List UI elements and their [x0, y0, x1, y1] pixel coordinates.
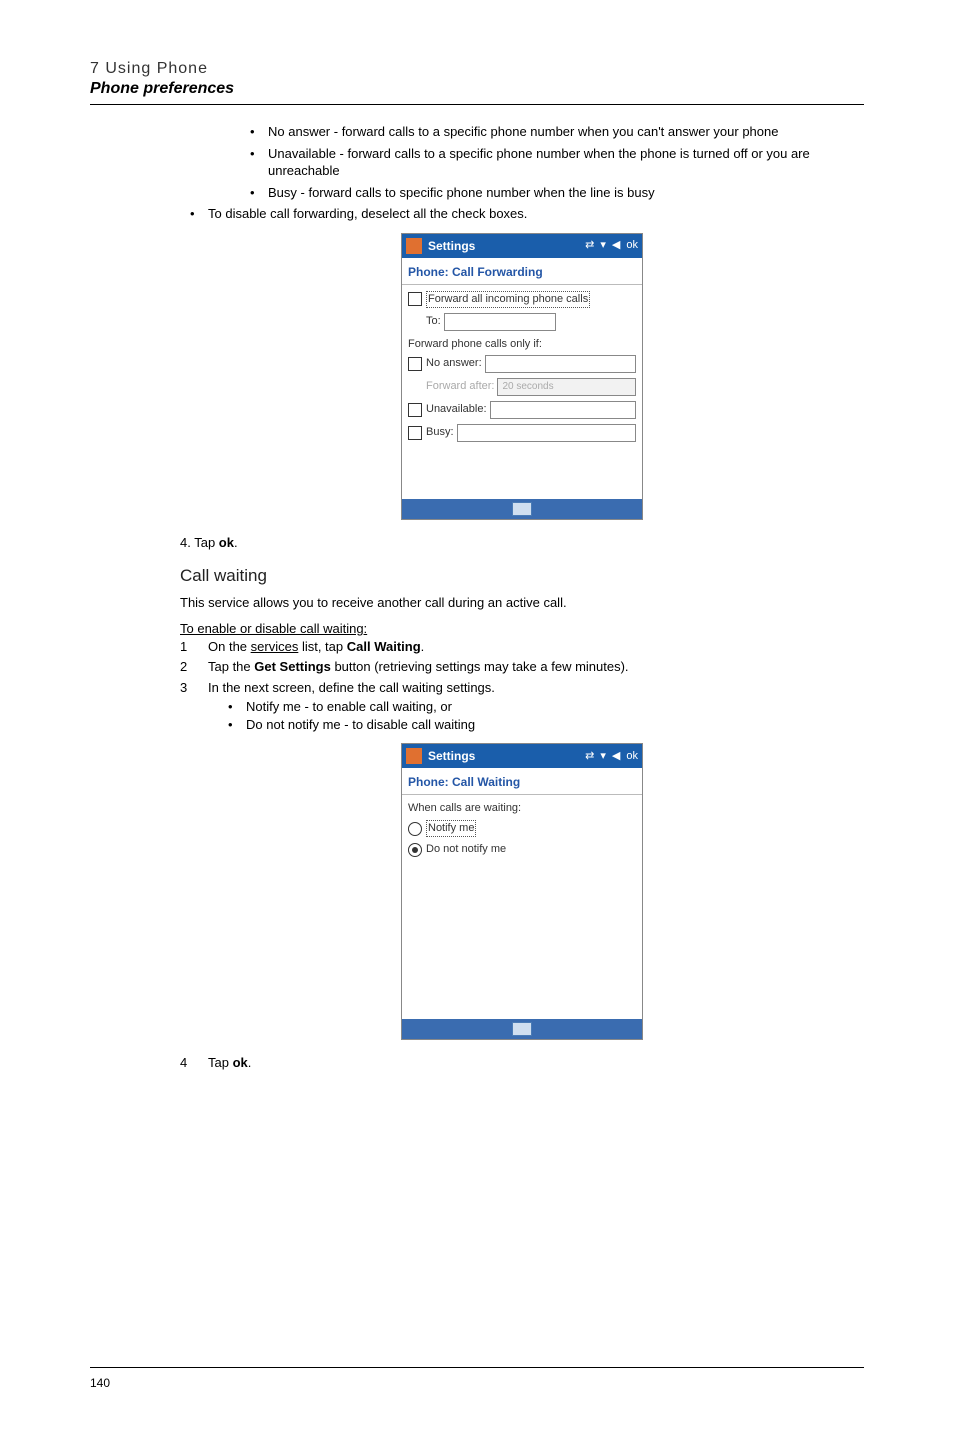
only-if-label: Forward phone calls only if: [408, 337, 636, 352]
to-input[interactable] [444, 313, 556, 331]
ss1-logo-icon [406, 238, 422, 254]
page-number: 140 [90, 1376, 864, 1390]
ss2-body: When calls are waiting: Notify me Do not… [402, 795, 642, 1019]
forward-after-label: Forward after: [426, 379, 494, 394]
busy-input[interactable] [457, 424, 636, 442]
ss1-subtitle: Phone: Call Forwarding [402, 258, 642, 285]
ss2-bottombar [402, 1019, 642, 1039]
call-waiting-desc: This service allows you to receive anoth… [180, 594, 864, 612]
notify-radio[interactable] [408, 822, 422, 836]
unavailable-checkbox[interactable] [408, 403, 422, 417]
ss1-body: Forward all incoming phone calls To: For… [402, 285, 642, 499]
step3-bullet-notify: Notify me - to enable call waiting, or [218, 698, 864, 716]
bullet-busy: Busy - forward calls to specific phone n… [240, 184, 864, 202]
header-rule [90, 104, 864, 105]
ss1-titlebar: Settings ⇄ ▾ ◀ ok [402, 234, 642, 258]
call-waiting-heading: Call waiting [180, 565, 864, 588]
donot-label: Do not notify me [426, 842, 506, 857]
no-answer-input[interactable] [485, 355, 636, 373]
to-label: To: [426, 314, 441, 329]
notify-label: Notify me [426, 820, 476, 837]
no-answer-checkbox[interactable] [408, 357, 422, 371]
signal-icon: ▾ [600, 749, 606, 764]
sync-icon: ⇄ [585, 749, 594, 764]
ss2-subtitle: Phone: Call Waiting [402, 768, 642, 795]
screenshot-call-waiting: Settings ⇄ ▾ ◀ ok Phone: Call Waiting Wh… [401, 743, 643, 1040]
ss2-logo-icon [406, 748, 422, 764]
step-1: 1 On the services list, tap Call Waiting… [180, 638, 864, 656]
signal-icon: ▾ [600, 238, 606, 253]
ss1-status-icons: ⇄ ▾ ◀ ok [585, 238, 638, 253]
ok-button[interactable]: ok [626, 749, 638, 764]
step4-list: 4 Tap ok. [180, 1054, 864, 1072]
intro-bullet-list: No answer - forward calls to a specific … [180, 123, 864, 201]
enable-disable-heading: To enable or disable call waiting: [180, 620, 864, 638]
chapter-heading: 7 Using Phone [90, 60, 864, 78]
unavailable-input[interactable] [490, 401, 636, 419]
step-2: 2 Tap the Get Settings button (retrievin… [180, 658, 864, 676]
when-label: When calls are waiting: [408, 801, 636, 816]
busy-label: Busy: [426, 425, 454, 440]
bullet-no-answer: No answer - forward calls to a specific … [240, 123, 864, 141]
ss1-title: Settings [428, 238, 585, 254]
section-heading: Phone preferences [90, 80, 864, 98]
step3-bullet-donot: Do not notify me - to disable call waiti… [218, 716, 864, 734]
ok-button[interactable]: ok [626, 238, 638, 253]
disable-note-list: To disable call forwarding, deselect all… [180, 205, 864, 223]
sync-icon: ⇄ [585, 238, 594, 253]
forward-all-checkbox[interactable] [408, 292, 422, 306]
unavailable-label: Unavailable: [426, 402, 487, 417]
bullet-unavailable: Unavailable - forward calls to a specifi… [240, 145, 864, 180]
speaker-icon: ◀ [612, 749, 620, 764]
donot-radio[interactable] [408, 843, 422, 857]
footer-rule [90, 1367, 864, 1368]
step-4: 4 Tap ok. [180, 1054, 864, 1072]
forward-all-label: Forward all incoming phone calls [426, 291, 590, 308]
speaker-icon: ◀ [612, 238, 620, 253]
keyboard-icon[interactable] [512, 1022, 532, 1036]
screenshot-call-forwarding: Settings ⇄ ▾ ◀ ok Phone: Call Forwarding… [401, 233, 643, 520]
forward-after-select[interactable]: 20 seconds [497, 378, 636, 396]
keyboard-icon[interactable] [512, 502, 532, 516]
step4-tap-ok: 4. Tap ok. [180, 534, 864, 552]
no-answer-label: No answer: [426, 356, 482, 371]
step-3: 3 In the next screen, define the call wa… [180, 679, 864, 734]
ss2-titlebar: Settings ⇄ ▾ ◀ ok [402, 744, 642, 768]
steps-list: 1 On the services list, tap Call Waiting… [180, 638, 864, 734]
ss2-title: Settings [428, 748, 585, 764]
ss1-bottombar [402, 499, 642, 519]
ss2-status-icons: ⇄ ▾ ◀ ok [585, 749, 638, 764]
disable-note: To disable call forwarding, deselect all… [180, 205, 864, 223]
busy-checkbox[interactable] [408, 426, 422, 440]
